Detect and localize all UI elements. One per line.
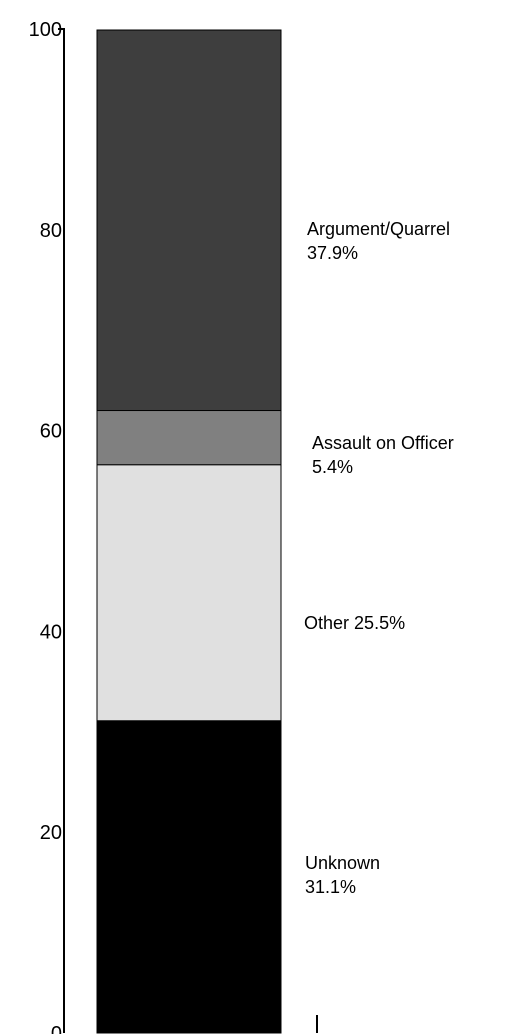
axes — [58, 28, 318, 1033]
y-tick-label: 20 — [40, 822, 62, 844]
bar-segment-other — [96, 464, 282, 722]
segment-label: Assault on Officer 5.4% — [312, 433, 454, 477]
segment-percent: 31.1% — [305, 877, 356, 897]
segment-label: Unknown 31.1% — [305, 853, 380, 897]
y-tick-label: 60 — [40, 421, 62, 443]
segment-label: Other 25.5% — [304, 613, 405, 633]
segment-labels: Unknown 31.1% Other 25.5% Assault on Office… — [304, 219, 454, 897]
y-axis-line — [58, 28, 65, 1033]
segment-name: Other — [304, 613, 349, 633]
segment-name: Assault on Officer — [312, 433, 454, 453]
y-tick-label: 40 — [40, 621, 62, 643]
bar-segments — [96, 29, 282, 1034]
y-axis-tick-labels: 0 20 40 60 80 100 — [29, 19, 62, 1034]
segment-name: Argument/Quarrel — [307, 219, 450, 239]
bar-segment-unknown — [96, 720, 282, 1034]
segment-percent: 5.4% — [312, 457, 353, 477]
segment-label: Argument/Quarrel 37.9% — [307, 219, 450, 263]
bar-segment-assault-on-officer — [96, 410, 282, 466]
segment-name: Unknown — [305, 853, 380, 873]
bar-segment-argument-quarrel — [96, 29, 282, 412]
segment-percent: 25.5% — [354, 613, 405, 633]
y-tick-label: 100 — [29, 19, 62, 41]
y-tick-label: 0 — [51, 1023, 62, 1034]
segment-percent: 37.9% — [307, 243, 358, 263]
y-tick-label: 80 — [40, 220, 62, 242]
